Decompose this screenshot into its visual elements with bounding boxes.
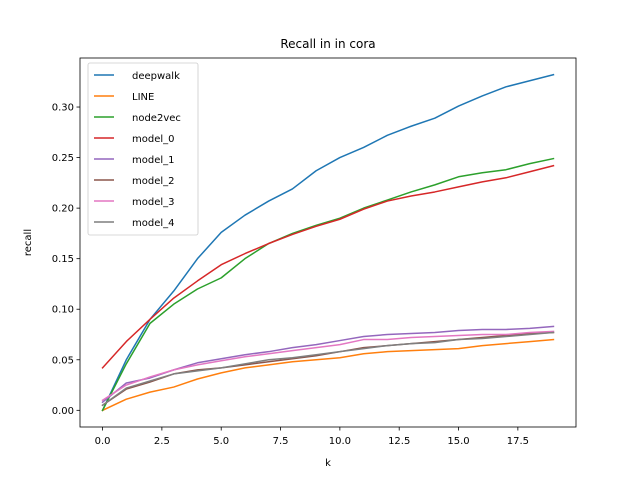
plot-frame (79, 57, 577, 428)
legend-label: model_1 (132, 155, 175, 166)
series-layer (101, 73, 555, 412)
y-axis-ticks: 0.00 0.05 0.10 0.15 0.20 0.25 0.30 (52, 103, 80, 417)
y-tick-label: 0.05 (52, 355, 74, 366)
legend-label: LINE (132, 92, 154, 103)
series-line-model-4 (101, 331, 555, 407)
series-line-line (101, 338, 555, 412)
legend-label: model_4 (132, 218, 175, 229)
legend-label: model_3 (132, 197, 175, 208)
legend-label: node2vec (132, 113, 181, 124)
chart-title: Recall in in cora (280, 37, 375, 51)
series-line-deepwalk (101, 73, 555, 412)
x-axis-ticks: 0.0 2.5 5.0 7.5 10.0 12.5 15.0 17.5 (95, 427, 529, 447)
x-tick-label: 17.5 (507, 436, 529, 447)
series-line-node2vec (101, 157, 555, 412)
y-tick-label: 0.30 (52, 103, 74, 114)
series-line-model-3 (101, 330, 555, 402)
x-tick-label: 7.5 (273, 436, 289, 447)
x-tick-label: 0.0 (95, 436, 111, 447)
legend: deepwalk LINE node2vec model_0 model_1 model_… (87, 62, 199, 236)
x-tick-label: 15.0 (447, 436, 469, 447)
x-tick-label: 5.0 (213, 436, 229, 447)
y-tick-label: 0.20 (52, 204, 74, 215)
x-tick-label: 10.0 (329, 436, 351, 447)
axes-layer (79, 57, 577, 428)
y-tick-label: 0.15 (52, 254, 74, 265)
x-axis-title: k (325, 458, 331, 469)
legend-label: model_2 (132, 176, 175, 187)
y-axis-title: recall (23, 229, 34, 256)
legend-label: model_0 (132, 134, 175, 145)
legend-label: deepwalk (132, 71, 180, 82)
y-tick-label: 0.10 (52, 305, 74, 316)
x-tick-label: 12.5 (388, 436, 410, 447)
y-tick-label: 0.00 (52, 406, 74, 417)
legend-box (87, 62, 199, 236)
y-tick-label: 0.25 (52, 153, 74, 164)
x-tick-label: 2.5 (154, 436, 170, 447)
series-line-model-0 (101, 164, 555, 369)
